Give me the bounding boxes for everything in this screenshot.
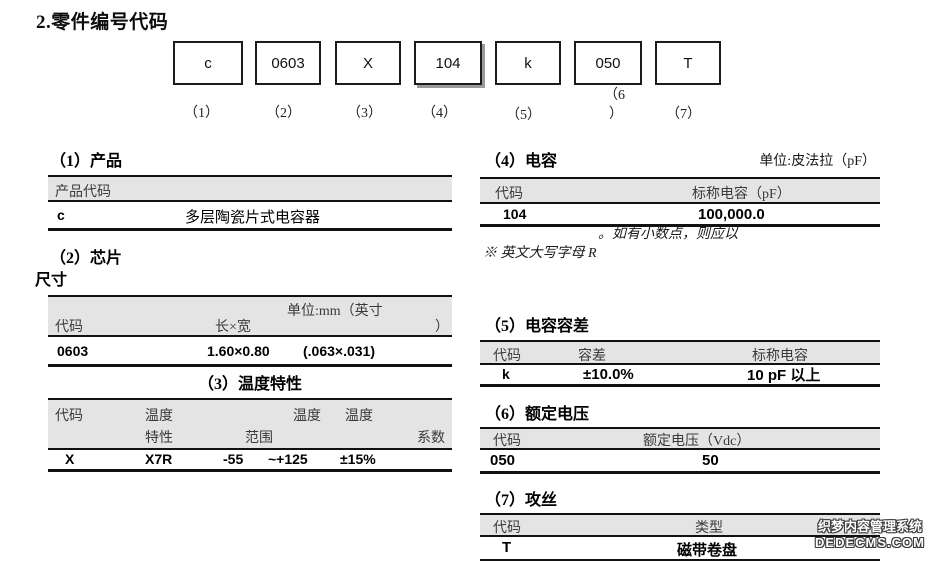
- section-2-heading-line1: （2）芯片: [50, 250, 123, 267]
- page-title: 2.零件编号代码: [36, 12, 169, 33]
- watermark-line1: 织梦内容管理系统: [817, 519, 922, 534]
- cell-size-inch: (.063×.031): [303, 343, 375, 359]
- cell-cap-code: 104: [503, 206, 527, 222]
- table-row: 0603 1.60×0.80 (.063×.031): [48, 337, 452, 367]
- section-2-heading-line2: 尺寸: [35, 272, 68, 289]
- temperature-table: 代码 温度 温度 温度 特性 范围 系数 X X7R -55 ~+125 ±15…: [48, 398, 452, 472]
- code-box-temperature: X: [335, 41, 401, 85]
- capacitance-table: 代码 标称电容（pF） 104 100,000.0: [480, 177, 880, 227]
- cell-temp-char: X7R: [145, 451, 173, 467]
- product-table: 产品代码 c 多层陶瓷片式电容器: [48, 175, 452, 231]
- header-cell: 代码: [55, 320, 83, 335]
- capacitance-note-line2: ※ 英文大写字母 R: [483, 246, 597, 261]
- cell-temp-code: X: [65, 451, 75, 467]
- taping-table-header: 代码 类型: [480, 515, 880, 537]
- table-row: k ±10.0% 10 pF 以上: [480, 365, 880, 387]
- temperature-table-header: 代码 温度 温度 温度 特性 范围 系数: [48, 400, 452, 450]
- code-box-product: c: [173, 41, 243, 85]
- header-unit-line1: 单位:mm（英寸: [287, 304, 383, 319]
- box-label-7: （7）: [666, 107, 701, 122]
- cell-temp-max: ~+125: [268, 451, 308, 467]
- header-cell: 温度: [345, 409, 373, 424]
- header-cell: 特性: [145, 431, 173, 446]
- voltage-table-header: 代码 额定电压（Vdc）: [480, 429, 880, 450]
- tolerance-table-header: 代码 容差 标称电容: [480, 342, 880, 365]
- code-box-taping: T: [655, 41, 721, 85]
- section-4-heading: （4）电容: [485, 153, 558, 170]
- cell-size-code: 0603: [57, 343, 89, 359]
- table-row: X X7R -55 ~+125 ±15%: [48, 450, 452, 472]
- header-cell: 代码: [493, 349, 521, 364]
- cell-product-code: c: [57, 207, 65, 223]
- box-label-3: （3）: [347, 106, 382, 121]
- table-row: 050 50: [480, 450, 880, 474]
- watermark-line2: DEDECMS.COM: [815, 535, 925, 550]
- header-cell: 代码: [493, 521, 521, 536]
- dedecms-watermark: 织梦内容管理系统 DEDECMS.COM: [814, 519, 926, 551]
- cell-temp-min: -55: [223, 451, 244, 467]
- header-cell: 产品代码: [55, 185, 111, 200]
- header-unit-line2: ）: [435, 320, 449, 335]
- box-label-1: （1）: [184, 106, 219, 121]
- capacitance-note-line1: 。如有小数点，则应以: [598, 227, 738, 242]
- section-6-heading: （6）额定电压: [485, 406, 590, 423]
- cell-size-mm: 1.60×0.80: [207, 343, 270, 359]
- box-label-2: （2）: [266, 106, 301, 121]
- cell-temp-coeff: ±15%: [340, 451, 376, 467]
- size-table-header: 单位:mm（英寸 代码 长×宽 ）: [48, 297, 452, 337]
- code-box-size: 0603: [255, 41, 321, 85]
- header-cell: 标称电容（pF）: [692, 187, 791, 202]
- cell-cap-value: 100,000.0: [698, 206, 765, 223]
- header-cell: 代码: [493, 434, 521, 449]
- cell-volt-code: 050: [490, 452, 516, 469]
- header-cell: 长×宽: [215, 320, 251, 335]
- box-label-5: （5）: [506, 108, 541, 123]
- section-5-heading: （5）电容容差: [485, 318, 590, 335]
- cell-volt-value: 50: [702, 452, 719, 469]
- code-box-tolerance: k: [495, 41, 561, 85]
- capacitance-table-header: 代码 标称电容（pF）: [480, 179, 880, 204]
- table-row: 104 100,000.0: [480, 204, 880, 227]
- section-7-heading: （7）攻丝: [485, 492, 558, 509]
- capacitance-unit-label: 单位:皮法拉（pF）: [759, 154, 876, 169]
- header-cell: 范围: [245, 431, 273, 446]
- header-cell: 系数: [417, 431, 445, 446]
- header-cell: 额定电压（Vdc）: [643, 434, 751, 449]
- header-cell: 温度: [145, 409, 173, 424]
- code-box-voltage: 050: [574, 41, 642, 85]
- header-cell: 代码: [55, 409, 83, 424]
- cell-tol-range: 10 pF 以上: [747, 367, 821, 384]
- product-table-header: 产品代码: [48, 177, 452, 202]
- header-cell: 容差: [578, 349, 606, 364]
- cell-taping-code: T: [502, 539, 512, 556]
- header-cell: 温度: [293, 409, 321, 424]
- cell-product-name: 多层陶瓷片式电容器: [185, 210, 321, 226]
- section-1-heading: （1）产品: [50, 153, 123, 170]
- taping-table: 代码 类型 T 磁带卷盘: [480, 513, 880, 561]
- tolerance-table: 代码 容差 标称电容 k ±10.0% 10 pF 以上: [480, 340, 880, 387]
- table-row: c 多层陶瓷片式电容器: [48, 202, 452, 231]
- box-label-6-line2: ）: [609, 107, 623, 122]
- header-cell: 标称电容: [752, 349, 808, 364]
- header-cell: 代码: [495, 187, 523, 202]
- size-table: 单位:mm（英寸 代码 长×宽 ） 0603 1.60×0.80 (.063×.…: [48, 295, 452, 367]
- box-label-4: （4）: [422, 106, 457, 121]
- code-box-capacitance: 104: [414, 41, 482, 85]
- cell-tol-code: k: [502, 366, 510, 382]
- cell-tol-value: ±10.0%: [583, 366, 634, 383]
- header-cell: 类型: [695, 521, 723, 536]
- voltage-table: 代码 额定电压（Vdc） 050 50: [480, 427, 880, 474]
- section-3-heading: （3）温度特性: [197, 376, 302, 393]
- box-label-6-line1: （6: [604, 88, 625, 103]
- cell-taping-type: 磁带卷盘: [677, 543, 738, 559]
- table-row: T 磁带卷盘: [480, 537, 880, 561]
